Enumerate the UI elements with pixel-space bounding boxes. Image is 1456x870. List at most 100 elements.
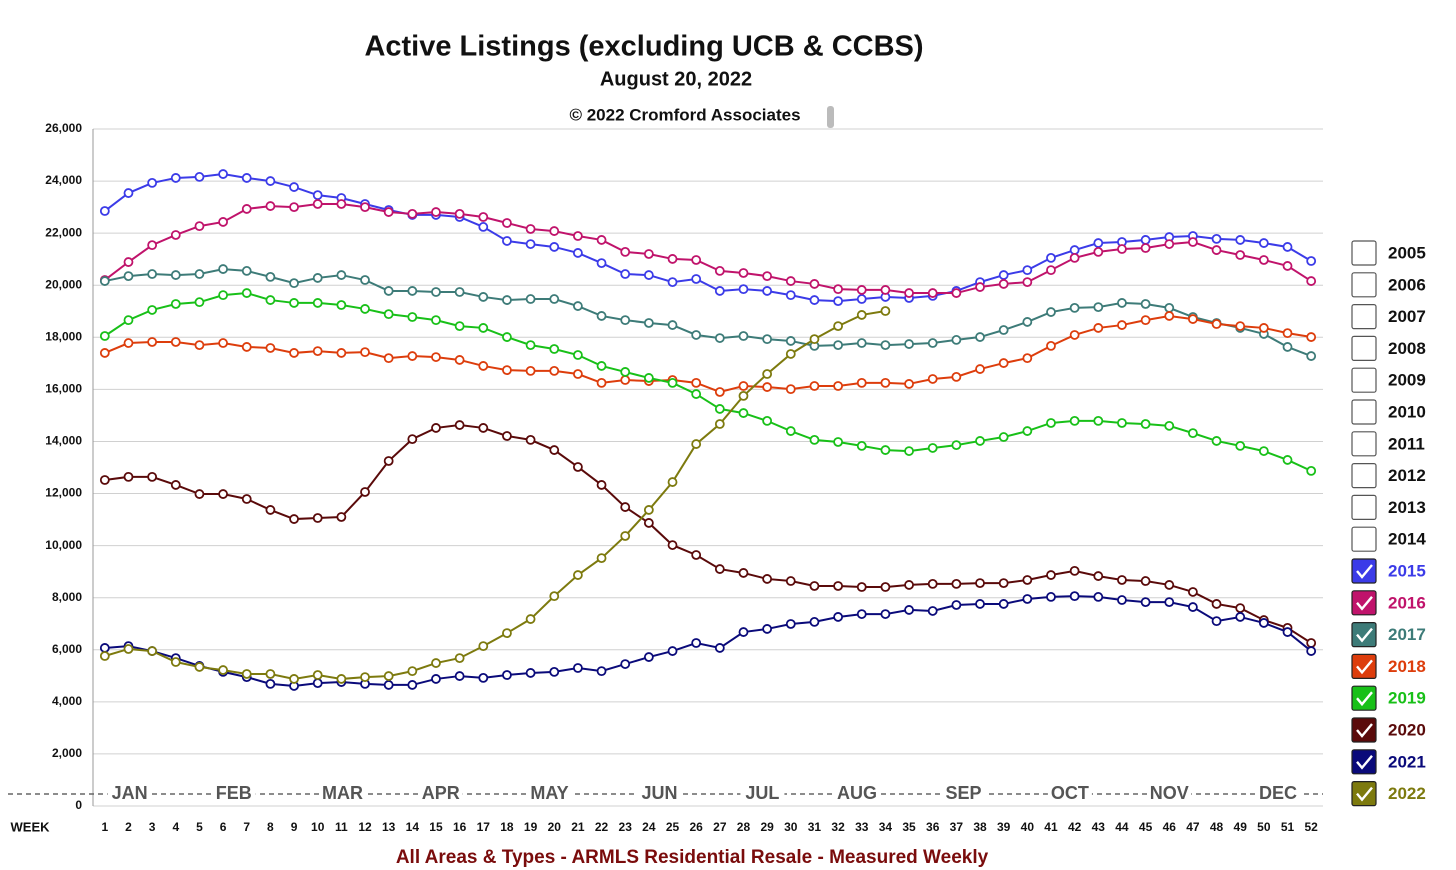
chart-subtitle: August 20, 2022 (600, 68, 752, 90)
data-point (809, 381, 820, 391)
data-point (833, 321, 843, 332)
y-tick-label: 14,000 (45, 434, 82, 448)
data-point (809, 581, 820, 591)
data-point (147, 269, 158, 279)
data-point (99, 651, 110, 661)
data-point (1188, 314, 1198, 324)
data-point (289, 298, 299, 308)
data-point (265, 505, 276, 515)
data-point (738, 627, 749, 637)
data-point (762, 415, 773, 426)
data-point (927, 374, 938, 384)
data-point (549, 294, 560, 304)
data-point (147, 337, 158, 347)
data-point (573, 301, 583, 311)
month-label: JUL (745, 783, 779, 803)
series-line (104, 268, 1312, 357)
data-point (194, 172, 205, 182)
data-point (99, 331, 110, 341)
data-point (691, 274, 702, 284)
data-point (1282, 328, 1293, 339)
data-point (998, 599, 1009, 609)
data-point (123, 315, 134, 326)
data-point (241, 173, 252, 183)
x-tick-label: 33 (855, 820, 869, 834)
x-tick-label: 23 (619, 820, 633, 834)
data-point (123, 271, 134, 282)
x-tick-label: 41 (1044, 820, 1058, 834)
data-point (525, 224, 536, 234)
data-point (1069, 415, 1080, 426)
data-point (1282, 242, 1293, 252)
x-tick-label: 19 (524, 820, 538, 834)
x-tick-label: 37 (950, 820, 964, 834)
data-point (1235, 440, 1246, 451)
data-point (431, 315, 441, 326)
x-tick-label: 45 (1139, 820, 1153, 834)
legend-check (1356, 564, 1373, 579)
data-point (1164, 302, 1175, 313)
data-point (123, 471, 134, 482)
data-point (147, 471, 158, 482)
data-point (525, 340, 536, 351)
legend-box (1351, 685, 1377, 711)
data-point (360, 202, 370, 213)
data-point (880, 306, 891, 316)
data-point (525, 365, 536, 376)
x-tick-label: 1 (101, 820, 108, 834)
x-tick-label: 11 (335, 820, 348, 834)
month-label-bg (211, 784, 256, 804)
x-tick-label: 18 (500, 820, 514, 834)
data-point (738, 408, 749, 418)
x-tick-label: 47 (1186, 820, 1200, 834)
data-point (809, 334, 820, 345)
data-point (596, 311, 607, 321)
data-point (549, 344, 560, 354)
x-tick-label: 7 (243, 820, 250, 834)
data-point (1235, 321, 1246, 332)
data-point (643, 270, 654, 280)
legend-label: 2007 (1388, 307, 1426, 326)
data-point (147, 305, 158, 315)
data-point (147, 646, 158, 656)
data-point (975, 332, 985, 342)
data-point (312, 346, 323, 357)
data-point (1188, 587, 1198, 597)
data-point (265, 201, 276, 211)
data-point (1211, 616, 1222, 627)
data-point (643, 373, 654, 383)
data-point (170, 337, 181, 347)
legend-check (1356, 627, 1373, 643)
y-tick-label: 10,000 (45, 538, 82, 552)
data-point (904, 580, 914, 590)
legend-label: 2021 (1388, 752, 1426, 771)
x-tick-label: 31 (808, 820, 822, 834)
data-point (927, 578, 938, 589)
data-point (951, 288, 962, 298)
data-point (809, 434, 820, 445)
month-label: MAR (322, 783, 363, 803)
y-tick-label: 8,000 (52, 590, 82, 604)
data-point (667, 254, 678, 264)
legend-label: 2013 (1388, 498, 1426, 517)
data-point (1022, 426, 1033, 436)
data-point (1258, 238, 1269, 248)
x-tick-label: 20 (548, 820, 562, 834)
legend-check (1356, 755, 1373, 770)
data-point (738, 381, 749, 391)
legend-box (1351, 526, 1377, 552)
y-tick-label: 24,000 (45, 173, 82, 187)
y-tick-label: 26,000 (45, 121, 82, 135)
data-point (667, 540, 678, 550)
month-label-bg (637, 784, 682, 804)
x-tick-label: 50 (1257, 820, 1271, 834)
x-tick-label: 15 (429, 820, 443, 834)
month-label-bg (740, 784, 785, 804)
series-line (104, 202, 1312, 295)
data-point (312, 199, 323, 209)
data-point (289, 514, 299, 524)
data-point (265, 343, 276, 353)
data-point (927, 288, 938, 298)
data-point (336, 674, 347, 684)
x-tick-label: 35 (902, 820, 916, 834)
